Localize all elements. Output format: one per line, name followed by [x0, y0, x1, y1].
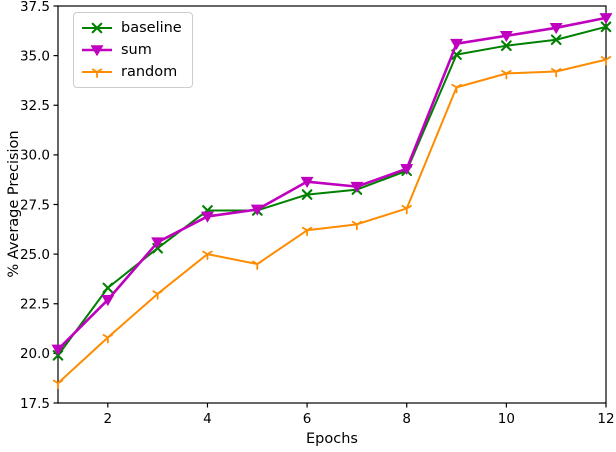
data-point-marker-tri-down-icon	[202, 250, 213, 261]
x-tick-label: 4	[203, 411, 212, 427]
x-tick-label: 12	[597, 411, 614, 427]
x-axis-label: Epochs	[306, 431, 358, 447]
data-point-marker-tri-down-icon	[52, 379, 64, 390]
y-tick-label: 32.5	[20, 98, 50, 114]
y-axis-label: % Average Precision	[6, 130, 22, 278]
data-point-marker-triangle-down-icon	[200, 211, 214, 223]
data-point-marker-triangle-down-icon	[350, 181, 364, 193]
legend-label-random: random	[121, 64, 178, 80]
legend-item-sum: sum	[82, 39, 182, 61]
y-tick-label: 22.5	[20, 297, 50, 313]
data-point-marker-triangle-down-icon	[151, 237, 165, 249]
data-point-marker-tri-down-icon	[401, 204, 412, 215]
legend-label-sum: sum	[121, 42, 152, 58]
data-point-marker-triangle-down-icon	[90, 45, 104, 57]
data-point-marker-triangle-down-icon	[450, 38, 464, 51]
data-point-marker-triangle-down-icon	[400, 163, 414, 176]
x-tick-label: 6	[303, 411, 312, 427]
y-tick-label: 37.5	[20, 0, 50, 15]
data-point-marker-tri-down-icon	[91, 68, 103, 78]
data-point-marker-x-icon	[301, 189, 313, 200]
data-point-marker-tri-down-icon	[301, 226, 313, 237]
data-point-marker-tri-down-icon	[600, 56, 612, 66]
data-point-marker-tri-down-icon	[102, 333, 114, 344]
data-point-marker-triangle-down-icon	[499, 30, 513, 43]
data-point-marker-tri-down-icon	[501, 69, 512, 80]
legend-swatch-sum-line-triangle-marker-icon	[82, 45, 112, 57]
data-point-marker-x-icon	[102, 282, 114, 294]
y-tick-label: 30.0	[20, 148, 50, 164]
data-point-marker-tri-down-icon	[152, 290, 163, 300]
legend-swatch-baseline-line-x-marker-icon	[82, 22, 112, 34]
data-point-marker-triangle-down-icon	[101, 294, 115, 307]
legend-label-baseline: baseline	[121, 20, 182, 36]
legend-swatch-random-line-tridown-marker-icon	[82, 68, 112, 78]
y-tick-label: 35.0	[20, 48, 50, 64]
y-tick-label: 20.0	[20, 346, 50, 362]
data-point-marker-tri-down-icon	[351, 220, 363, 231]
series-line-random	[57, 58, 607, 385]
data-point-marker-triangle-down-icon	[51, 344, 65, 356]
data-point-marker-tri-down-icon	[550, 68, 562, 78]
series-line-baseline	[57, 25, 607, 357]
data-point-marker-triangle-down-icon	[599, 13, 613, 25]
x-tick-label: 2	[104, 411, 113, 427]
data-point-marker-tri-down-icon	[451, 83, 462, 94]
x-tick-label: 10	[498, 411, 515, 427]
data-point-marker-triangle-down-icon	[300, 176, 314, 188]
data-point-marker-triangle-down-icon	[250, 204, 264, 216]
data-point-marker-x-icon	[550, 34, 562, 46]
legend-item-random: random	[82, 61, 182, 83]
series-line-sum	[56, 16, 608, 351]
data-point-marker-x-icon	[501, 40, 512, 52]
data-point-marker-x-icon	[91, 22, 103, 34]
legend-item-baseline: baseline	[82, 17, 182, 39]
data-point-marker-triangle-down-icon	[549, 23, 563, 35]
x-tick-label: 8	[402, 411, 411, 427]
data-point-marker-tri-down-icon	[252, 260, 263, 270]
y-tick-label: 27.5	[20, 197, 50, 213]
y-tick-label: 25.0	[20, 247, 50, 263]
y-tick-label: 17.5	[20, 396, 50, 412]
legend: baseline sum random	[73, 12, 193, 88]
data-point-marker-x-icon	[600, 21, 612, 33]
